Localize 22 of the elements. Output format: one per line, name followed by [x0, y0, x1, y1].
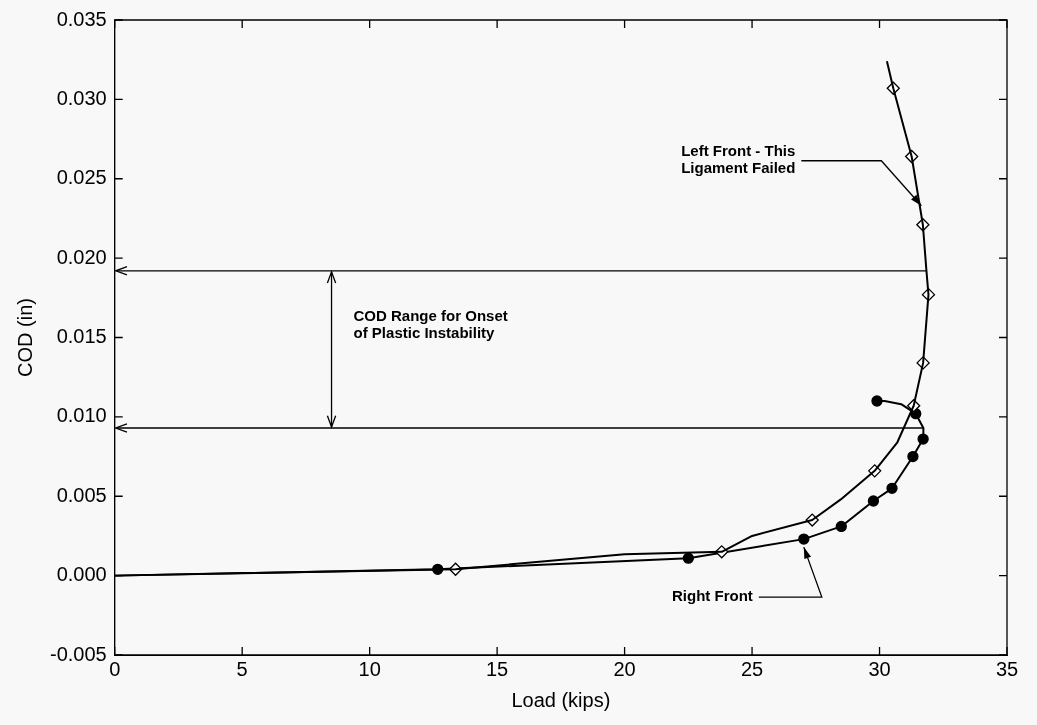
x-tick-label: 35	[995, 657, 1019, 680]
y-tick-label: 0.000	[56, 563, 107, 586]
annotation: COD Range for Onset of Plastic Instability	[353, 307, 508, 342]
x-tick-label: 30	[868, 657, 891, 680]
y-tick-label: 0.025	[56, 166, 107, 189]
annotation: Right Front	[672, 587, 753, 605]
x-tick-label: 5	[236, 657, 248, 680]
y-tick-label: 0.035	[56, 7, 107, 30]
y-axis-title: COD (in)	[13, 298, 36, 377]
y-tick-label: -0.005	[49, 642, 107, 665]
annotation: Left Front - This Ligament Failed	[681, 142, 796, 177]
x-tick-label: 25	[740, 657, 764, 680]
y-tick-label: 0.030	[56, 86, 107, 109]
y-tick-label: 0.015	[56, 325, 107, 348]
y-tick-label: 0.020	[56, 245, 107, 268]
x-axis-title: Load (kips)	[511, 688, 611, 711]
x-tick-label: 20	[613, 657, 636, 680]
x-tick-label: 10	[358, 657, 381, 680]
y-tick-label: 0.010	[56, 404, 107, 427]
x-tick-label: 15	[485, 657, 509, 680]
y-tick-label: 0.005	[56, 483, 107, 506]
x-tick-label: 0	[109, 657, 121, 680]
